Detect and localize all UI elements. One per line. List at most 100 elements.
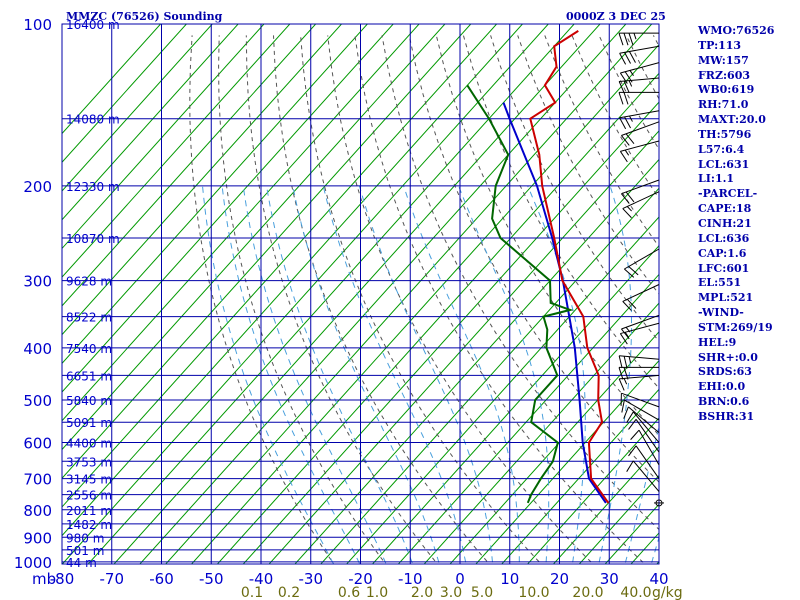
moist-adiabat-line bbox=[650, 535, 659, 564]
isotherm-line bbox=[346, 216, 659, 564]
isotherm-line bbox=[62, 24, 524, 537]
pressure-grid bbox=[61, 23, 660, 565]
isotherm-line bbox=[62, 24, 369, 365]
index-row: MPL:521 bbox=[698, 291, 754, 305]
isotherm-line bbox=[62, 24, 394, 393]
pressure-tick-label: 600 bbox=[23, 435, 52, 453]
index-row: TH:5796 bbox=[698, 127, 752, 141]
index-row: CAPE:18 bbox=[698, 202, 752, 216]
isotherm-line bbox=[268, 130, 659, 564]
temperature-tick-label: -10 bbox=[398, 570, 423, 588]
isotherm-line bbox=[501, 388, 659, 564]
pressure-tick-label: 300 bbox=[23, 273, 52, 291]
dry-adiabat-line bbox=[218, 35, 387, 564]
index-row: LCL:631 bbox=[698, 157, 750, 171]
index-row: WMO:76526 bbox=[698, 24, 775, 37]
moist-adiabats bbox=[202, 185, 659, 564]
wind-barb bbox=[618, 366, 659, 380]
height-label: 9628 m bbox=[66, 275, 112, 289]
index-row: -PARCEL- bbox=[698, 187, 758, 201]
isotherm-line bbox=[62, 24, 162, 135]
mixing-ratio-label: 0.1 bbox=[241, 585, 263, 600]
height-label: 3753 m bbox=[66, 455, 112, 469]
index-row: BSHR:31 bbox=[698, 409, 755, 423]
temperature-tick-label: 40 bbox=[649, 570, 668, 588]
height-label: 3145 m bbox=[66, 473, 112, 487]
index-row: RH:71.0 bbox=[698, 98, 749, 112]
wind-barb bbox=[630, 429, 660, 466]
moist-adiabat-line bbox=[266, 185, 414, 564]
isotherm-line bbox=[423, 302, 659, 564]
wind-barb bbox=[619, 62, 660, 84]
mixing-ratio-label: 20.0 bbox=[572, 585, 603, 600]
dry-adiabat-line bbox=[381, 35, 659, 531]
temperature-tick-label: -80 bbox=[50, 570, 75, 588]
plot-frame bbox=[61, 23, 660, 565]
mixing-ratio-unit: g/kg bbox=[652, 585, 683, 600]
wind-barb bbox=[621, 121, 660, 146]
isotherm-line bbox=[62, 24, 213, 192]
isotherm-line bbox=[165, 24, 653, 564]
wind-barb bbox=[621, 179, 660, 204]
dry-adiabat-line bbox=[245, 35, 439, 564]
index-row: L57:6.4 bbox=[698, 142, 745, 156]
temperature-tick-label: -30 bbox=[299, 570, 324, 588]
moist-adiabat-line bbox=[322, 185, 467, 564]
chart-title: MMZC (76526) Sounding bbox=[66, 10, 223, 23]
height-label: 44 m bbox=[66, 556, 97, 570]
moist-adiabat-line bbox=[403, 185, 520, 564]
temperature-tick-label: 30 bbox=[600, 570, 619, 588]
wind-barb bbox=[619, 110, 660, 130]
wind-barb bbox=[618, 77, 660, 94]
pressure-tick-label: 1000 bbox=[14, 554, 52, 572]
pressure-tick-label: 100 bbox=[23, 16, 52, 34]
isotherm-line bbox=[62, 24, 472, 479]
dewpoint-line bbox=[466, 84, 574, 504]
mixing-ratio-label: 1.0 bbox=[366, 585, 388, 600]
isotherm-line bbox=[62, 24, 317, 307]
wind-barb bbox=[622, 284, 660, 311]
wind-barb bbox=[621, 399, 660, 421]
isotherm-line bbox=[578, 474, 659, 564]
index-row: STM:269/19 bbox=[698, 320, 773, 334]
wind-barb bbox=[622, 191, 660, 219]
isotherm-line bbox=[190, 43, 659, 564]
index-row: EHI:0.0 bbox=[698, 380, 746, 394]
parcel-trace-line bbox=[502, 102, 607, 504]
isotherm-line bbox=[475, 359, 659, 564]
wind-barb bbox=[628, 445, 660, 479]
isotherm-line bbox=[139, 24, 627, 564]
isotherm-line bbox=[62, 24, 265, 250]
isotherm-line bbox=[371, 244, 659, 564]
temperature-tick-label: 20 bbox=[550, 570, 569, 588]
pressure-tick-label: 500 bbox=[23, 392, 52, 410]
mixing-ratio-label: 40.0 bbox=[620, 585, 651, 600]
moist-adiabat-line bbox=[598, 185, 632, 564]
index-row: TP:113 bbox=[698, 38, 742, 52]
isotherm-line bbox=[449, 331, 659, 564]
isotherm-line bbox=[397, 273, 659, 564]
height-label: 7540 m bbox=[66, 342, 112, 356]
height-label: 12330 m bbox=[66, 180, 120, 194]
index-row: -WIND- bbox=[698, 306, 744, 320]
isotherm-line bbox=[62, 24, 446, 451]
index-row: LFC:601 bbox=[698, 261, 750, 275]
height-label: 501 m bbox=[66, 544, 104, 558]
wind-barb bbox=[624, 248, 660, 278]
isotherm-line bbox=[62, 24, 239, 221]
mixing-ratio-label: 2.0 bbox=[411, 585, 433, 600]
wind-barb bbox=[618, 374, 660, 391]
height-label: 6651 m bbox=[66, 369, 112, 383]
isotherm-line bbox=[62, 24, 420, 422]
index-row: LCL:636 bbox=[698, 231, 750, 245]
moist-adiabat-line bbox=[624, 423, 659, 564]
mixing-ratio-label: 10.0 bbox=[518, 585, 549, 600]
wind-barb bbox=[620, 392, 660, 408]
index-row: CINH:21 bbox=[698, 216, 752, 230]
dry-adiabat-line bbox=[517, 35, 659, 295]
index-row: EL:551 bbox=[698, 276, 742, 290]
height-label: 2011 m bbox=[66, 504, 112, 518]
wind-barb bbox=[618, 91, 659, 105]
index-row: MAXT:20.0 bbox=[698, 113, 766, 127]
height-label: 5091 m bbox=[66, 416, 112, 430]
